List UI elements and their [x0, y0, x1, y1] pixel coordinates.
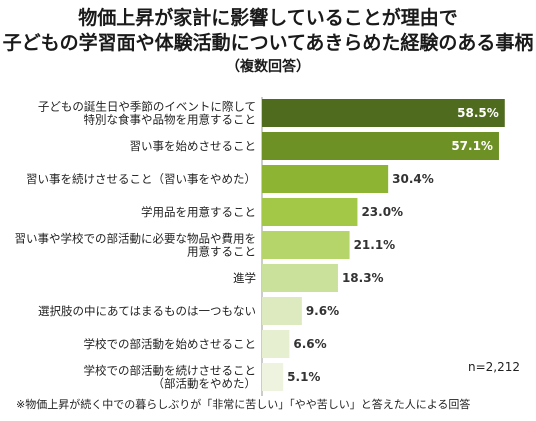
- footnote: ※物価上昇が続く中での暮らしぶりが「非常に苦しい」「やや苦しい」と答えた人による…: [16, 398, 471, 411]
- category-label-2: 習い事を続けさせること（習い事をやめた）: [26, 172, 256, 186]
- category-label-3: 学用品を用意すること: [141, 205, 256, 219]
- chart-title-line-1: 物価上昇が家計に影響していることが理由で: [78, 7, 458, 29]
- value-label-1: 57.1%: [451, 139, 493, 153]
- category-label-4: 習い事や学校での部活動に必要な物品や費用を用意すること: [15, 232, 257, 259]
- chart-subtitle: （複数回答）: [226, 59, 310, 75]
- category-label-7: 学校での部活動を始めさせること: [84, 337, 257, 351]
- value-label-4: 21.1%: [354, 238, 396, 252]
- bar-2: [262, 165, 389, 193]
- bar-7: [262, 330, 290, 358]
- bar-4: [262, 231, 350, 259]
- bar-1: [262, 132, 499, 160]
- value-label-3: 23.0%: [361, 205, 403, 219]
- bar-8: [262, 363, 284, 391]
- sample-size-label: n=2,212: [467, 360, 520, 374]
- bar-0: [262, 99, 505, 127]
- bar-6: [262, 297, 302, 325]
- value-label-5: 18.3%: [342, 271, 384, 285]
- bar-5: [262, 264, 338, 292]
- bar-3: [262, 198, 358, 226]
- category-label-8: 学校での部活動を続けさせること（部活動をやめた）: [84, 364, 257, 391]
- value-label-8: 5.1%: [287, 370, 320, 384]
- category-label-5: 進学: [233, 271, 256, 285]
- value-label-6: 9.6%: [306, 304, 339, 318]
- category-label-6: 選択肢の中にあてはまるものは一つもない: [38, 304, 256, 318]
- value-label-0: 58.5%: [457, 106, 499, 120]
- value-label-2: 30.4%: [392, 172, 434, 186]
- category-label-0: 子どもの誕生日や季節のイベントに際して特別な食事や品物を用意すること: [38, 100, 256, 127]
- value-label-7: 6.6%: [293, 337, 326, 351]
- category-label-1: 習い事を始めさせること: [130, 139, 257, 153]
- chart-title-line-2: 子どもの学習面や体験活動についてあきらめた経験のある事柄: [2, 32, 534, 54]
